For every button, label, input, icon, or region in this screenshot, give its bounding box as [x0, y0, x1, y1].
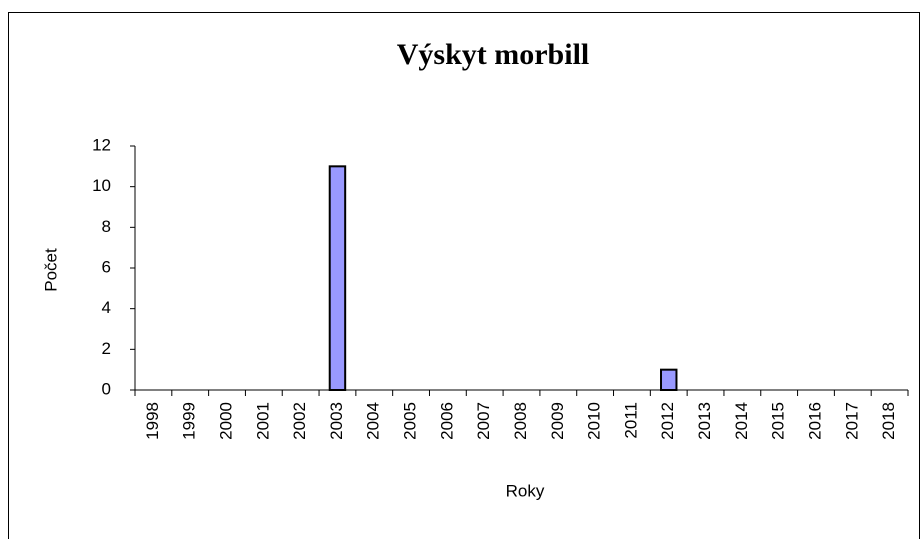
y-tick-label: 4 [102, 298, 111, 317]
x-tick-label: 2011 [621, 402, 640, 439]
x-tick-label: 2010 [585, 402, 604, 440]
x-tick-label: 2007 [474, 402, 493, 440]
x-tick-label: 2005 [401, 402, 420, 440]
y-axis-label: Počet [41, 248, 60, 292]
bar [660, 368, 678, 391]
chart-frame [8, 12, 920, 539]
y-tick-label: 12 [92, 135, 111, 154]
x-tick-label: 2012 [658, 402, 677, 440]
y-tick-label: 10 [92, 176, 111, 195]
y-tick-label: 0 [102, 379, 111, 398]
x-tick-label: 2016 [805, 402, 824, 440]
x-tick-label: 2008 [511, 402, 530, 440]
x-tick-label: 2004 [364, 402, 383, 440]
x-axis-label: Roky [506, 481, 545, 500]
x-tick-label: 2014 [732, 402, 751, 440]
x-tick-label: 2018 [879, 402, 898, 440]
y-tick-label: 6 [102, 257, 111, 276]
x-tick-label: 2002 [290, 402, 309, 440]
y-tick-label: 8 [102, 217, 111, 236]
x-tick-label: 2000 [217, 402, 236, 440]
x-tick-label: 2013 [695, 402, 714, 440]
x-tick-label: 2009 [548, 402, 567, 440]
x-tick-label: 2015 [769, 402, 788, 440]
bar [328, 165, 347, 391]
x-tick-label: 2006 [437, 402, 456, 440]
chart-title: Výskyt morbill [397, 38, 590, 71]
x-tick-label: 2003 [327, 402, 346, 440]
x-tick-label: 2001 [253, 402, 272, 440]
x-tick-label: 1999 [180, 402, 199, 440]
x-tick-label: 1998 [143, 402, 162, 440]
x-tick-label: 2017 [842, 402, 861, 440]
y-tick-label: 2 [102, 339, 111, 358]
